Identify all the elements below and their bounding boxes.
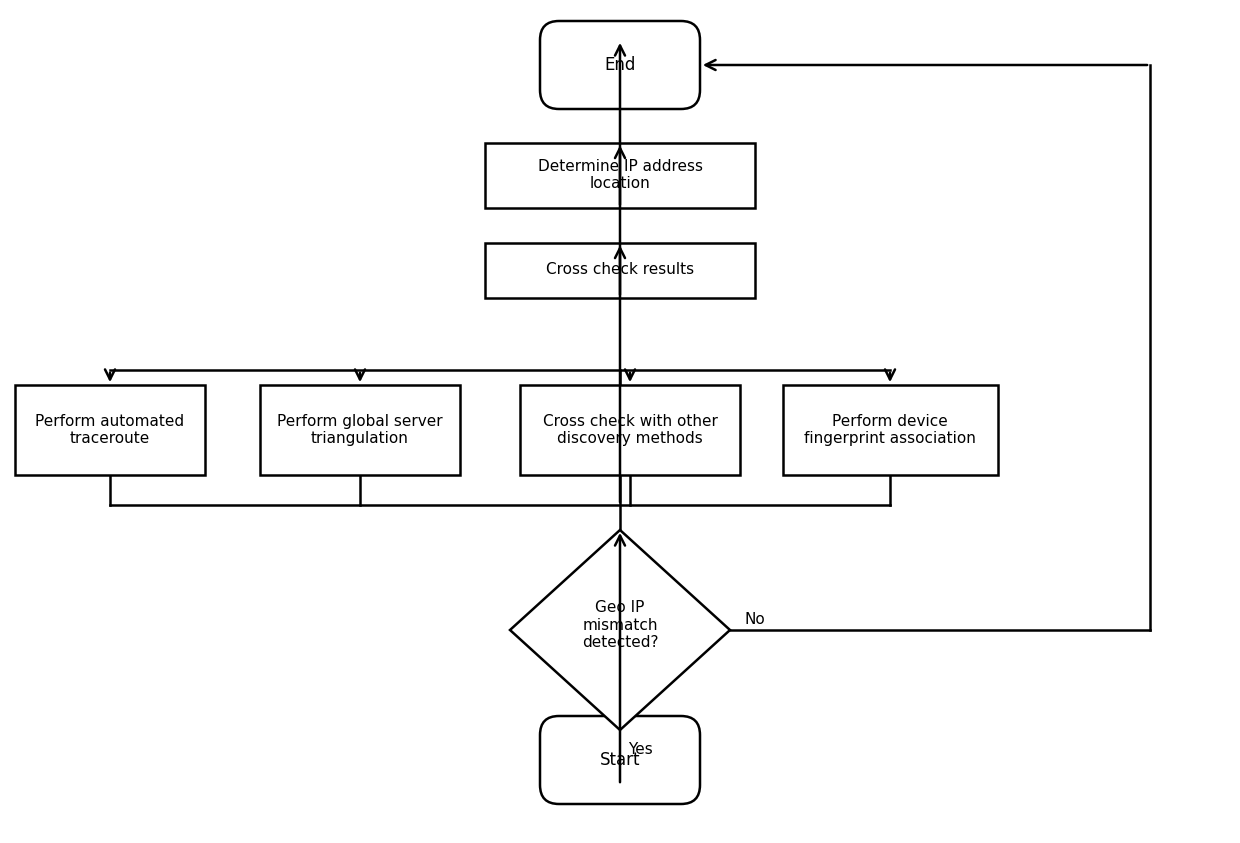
Text: Start: Start (600, 751, 640, 769)
Text: Yes: Yes (627, 743, 652, 758)
Text: Geo IP
mismatch
detected?: Geo IP mismatch detected? (582, 600, 658, 650)
Text: Perform global server
triangulation: Perform global server triangulation (278, 414, 443, 446)
Polygon shape (510, 530, 730, 730)
Bar (485, 243, 755, 298)
Bar (485, 142, 755, 207)
Bar (260, 385, 460, 475)
FancyBboxPatch shape (539, 21, 701, 109)
Text: No: No (745, 613, 766, 627)
Bar (520, 385, 740, 475)
Bar (782, 385, 997, 475)
Text: Perform automated
traceroute: Perform automated traceroute (36, 414, 185, 446)
Text: Perform device
fingerprint association: Perform device fingerprint association (804, 414, 976, 446)
Text: Cross check results: Cross check results (546, 262, 694, 277)
Bar (15, 385, 205, 475)
Text: Determine IP address
location: Determine IP address location (537, 158, 703, 191)
Text: End: End (604, 56, 636, 74)
FancyBboxPatch shape (539, 716, 701, 804)
Text: Cross check with other
discovery methods: Cross check with other discovery methods (543, 414, 718, 446)
